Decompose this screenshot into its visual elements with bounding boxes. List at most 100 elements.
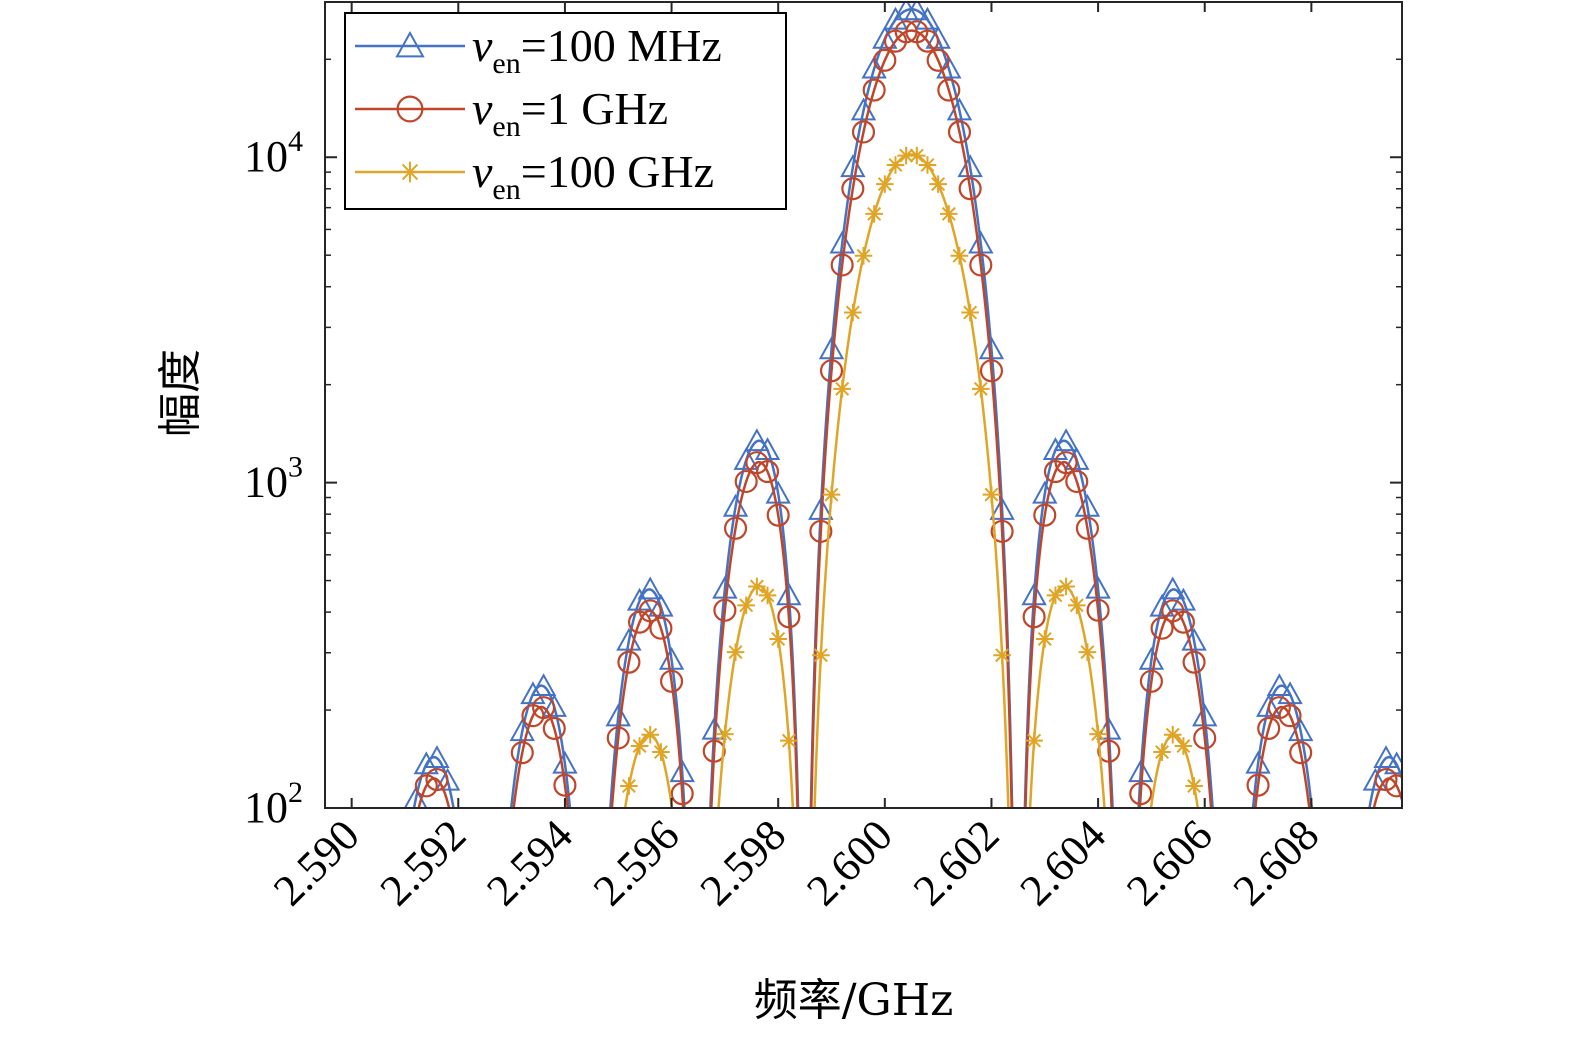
data-point: [1097, 739, 1121, 763]
data-point: [723, 516, 748, 540]
x-tick-label: 2.600: [797, 810, 902, 915]
data-point: [399, 161, 421, 183]
data-point: [530, 673, 557, 697]
data-point: [1192, 703, 1218, 727]
data-point: [854, 246, 873, 265]
data-point: [748, 577, 766, 596]
data-point: [1385, 774, 1402, 798]
data-point: [670, 782, 694, 806]
data-point: [844, 303, 862, 322]
y-axis-title: 幅度: [155, 349, 206, 437]
data-point: [915, 29, 940, 53]
data-point: [1139, 669, 1163, 693]
x-axis-title: 频率/GHz: [754, 975, 954, 1026]
data-point: [1153, 743, 1171, 761]
x-tick-label: 2.608: [1224, 810, 1329, 915]
data-point: [840, 154, 866, 178]
data-point: [971, 380, 990, 398]
data-point: [1174, 737, 1193, 755]
data-point: [780, 731, 798, 750]
data-point: [940, 205, 958, 223]
data-point: [1277, 681, 1303, 705]
data-point: [1086, 598, 1110, 622]
data-point: [1138, 646, 1165, 670]
data-point: [961, 303, 979, 322]
legend-label: νen=100 GHz: [472, 146, 714, 206]
data-point: [395, 30, 425, 58]
data-point: [1160, 576, 1186, 600]
legend-label: νen=100 MHz: [472, 20, 722, 80]
data-point: [712, 575, 738, 599]
data-point: [541, 694, 567, 717]
data-point: [716, 725, 734, 743]
data-point: [1067, 596, 1086, 615]
data-point: [617, 650, 641, 674]
data-point: [936, 55, 962, 79]
data-point: [1022, 605, 1046, 629]
data-point: [1289, 741, 1313, 765]
data-point: [886, 156, 905, 174]
data-point: [926, 48, 950, 72]
data-point: [1193, 726, 1217, 750]
data-point: [737, 596, 756, 615]
x-tick-label: 2.602: [904, 810, 1009, 915]
data-point: [658, 646, 685, 670]
series-line: [412, 7, 1402, 808]
data-point: [542, 716, 566, 740]
data-point: [637, 576, 663, 600]
data-point: [958, 177, 982, 201]
data-point: [1171, 610, 1195, 634]
data-point: [925, 25, 951, 49]
series-markers: [620, 146, 1203, 795]
series-markers: [403, 2, 1402, 808]
data-point: [947, 120, 972, 144]
y-tick-label: 104: [244, 125, 303, 181]
data-point: [1182, 650, 1206, 674]
data-point: [434, 767, 461, 791]
data-point: [1078, 643, 1097, 661]
legend-item: νen=1 GHz: [355, 83, 668, 143]
data-point: [660, 669, 684, 693]
data-point: [1149, 593, 1175, 617]
data-point: [851, 120, 876, 144]
data-point: [872, 25, 898, 49]
data-point: [1185, 777, 1203, 795]
data-point: [809, 519, 833, 543]
data-point: [1373, 745, 1399, 768]
data-point: [1245, 750, 1271, 774]
series-circle: [414, 20, 1402, 808]
data-point: [969, 253, 993, 277]
data-point: [510, 741, 534, 765]
data-point: [1163, 725, 1182, 744]
data-point: [1362, 767, 1389, 791]
x-tick-label: 2.596: [584, 810, 689, 915]
data-point: [606, 726, 630, 750]
series-triangle: [403, 2, 1402, 808]
data-point: [979, 359, 1004, 383]
data-point: [1129, 782, 1153, 806]
data-point: [830, 253, 854, 277]
data-point: [897, 146, 915, 165]
data-point: [1064, 447, 1090, 470]
data-point: [713, 598, 737, 622]
data-point: [532, 696, 556, 720]
data-point: [1383, 751, 1402, 775]
data-point: [755, 460, 780, 484]
data-point: [929, 175, 947, 193]
data-point: [1035, 630, 1054, 648]
data-point: [733, 447, 759, 470]
legend-item: νen=100 MHz: [355, 20, 722, 80]
data-point: [744, 428, 770, 452]
x-tick-label: 2.604: [1011, 810, 1116, 915]
x-tick-label: 2.606: [1117, 810, 1222, 915]
data-point: [1046, 586, 1065, 605]
data-point: [638, 599, 662, 623]
data-point: [1246, 773, 1270, 797]
data-point: [1025, 731, 1043, 750]
data-point: [1085, 575, 1111, 599]
data-point: [1256, 694, 1282, 717]
data-point: [829, 230, 855, 254]
data-point: [413, 751, 440, 775]
